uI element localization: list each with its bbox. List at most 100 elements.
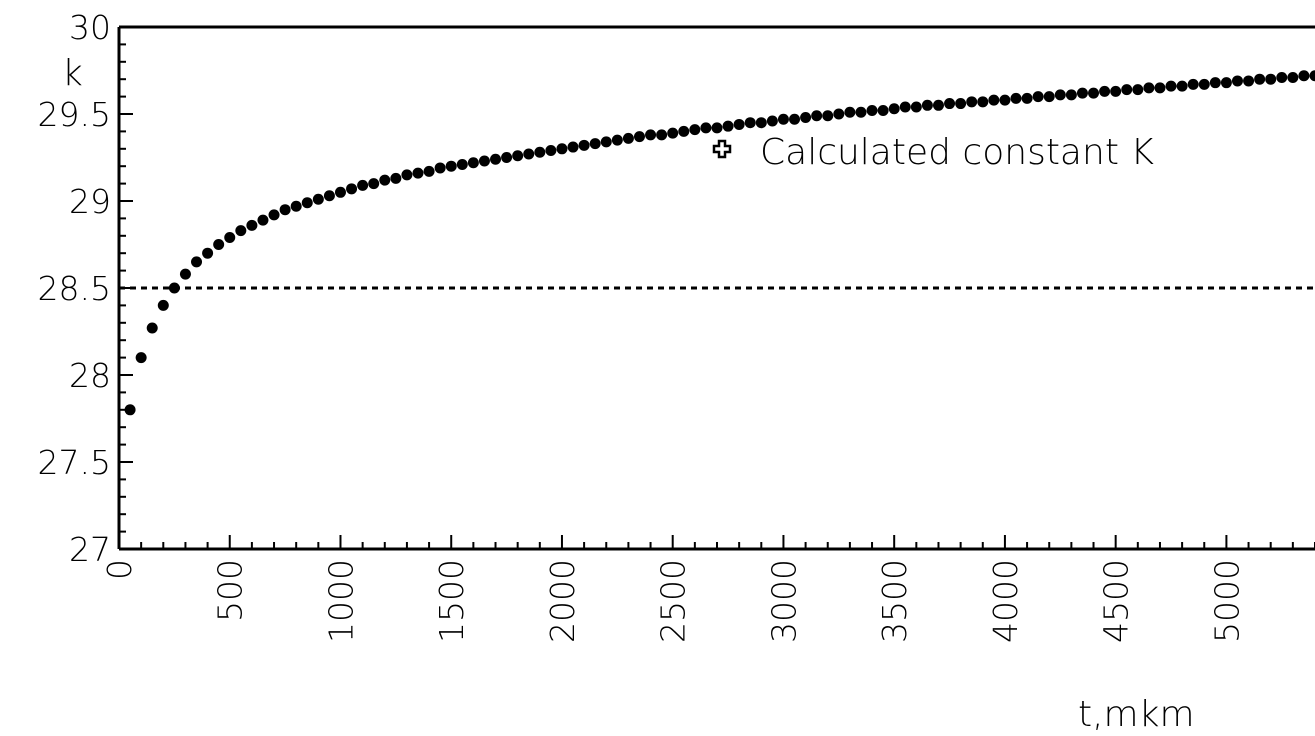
x-tick-label: 3000: [764, 559, 803, 643]
data-point: [1010, 92, 1022, 104]
data-point: [777, 113, 789, 125]
data-point: [988, 94, 1000, 106]
data-point: [124, 404, 136, 416]
data-point: [1065, 89, 1077, 101]
data-point: [966, 96, 978, 108]
legend-label: Calculated constant K: [760, 132, 1154, 173]
data-point: [755, 117, 767, 129]
data-point: [1043, 91, 1055, 103]
data-point: [179, 268, 191, 280]
data-point: [1265, 73, 1277, 85]
data-point: [1154, 82, 1166, 94]
data-point: [932, 99, 944, 111]
data-point: [833, 108, 845, 120]
data-point: [523, 148, 535, 160]
data-point: [146, 322, 158, 334]
data-point: [1121, 84, 1133, 96]
data-point: [1298, 70, 1310, 82]
data-point: [257, 214, 269, 226]
data-point: [246, 219, 258, 231]
data-point: [390, 172, 402, 184]
y-tick-label: 30: [69, 8, 111, 47]
data-point: [711, 122, 723, 134]
data-point: [1176, 80, 1188, 92]
x-tick-label: 0: [100, 559, 139, 580]
data-point: [1209, 77, 1221, 89]
data-point: [279, 204, 291, 216]
data-point: [556, 143, 568, 155]
data-point: [1276, 71, 1288, 83]
x-tick-label: 4000: [986, 559, 1025, 643]
data-point: [1243, 75, 1255, 87]
data-point: [268, 209, 280, 221]
data-point: [1088, 87, 1100, 99]
x-tick-label: 2000: [543, 559, 582, 643]
data-point: [412, 167, 424, 179]
data-points: [124, 70, 1315, 416]
data-point: [401, 169, 413, 181]
data-point: [1054, 89, 1066, 101]
data-point: [213, 239, 225, 250]
y-tick-label: 29.5: [38, 95, 111, 134]
tick-labels: 27 27.5 28 28.5 29 29.5 30 0 500 1000 1500 2000 2500…: [38, 8, 1247, 643]
data-point: [368, 178, 380, 190]
data-point: [379, 174, 391, 186]
data-point: [545, 145, 557, 157]
data-point: [456, 158, 468, 170]
data-point: [467, 157, 479, 169]
y-tick-label: 28.5: [38, 269, 111, 308]
data-point: [323, 190, 335, 202]
data-point: [999, 94, 1011, 106]
data-point: [689, 124, 701, 136]
data-point: [191, 256, 203, 268]
x-tick-label: 2500: [654, 559, 693, 643]
data-point: [700, 122, 712, 134]
data-point: [622, 132, 634, 144]
data-point: [357, 179, 369, 191]
data-point: [567, 141, 579, 153]
x-axis-title: t,mkm: [1078, 694, 1195, 735]
data-point: [224, 232, 236, 244]
data-point: [346, 183, 358, 195]
data-point: [501, 152, 513, 163]
data-point: [822, 110, 834, 122]
data-point: [667, 127, 679, 139]
data-point: [656, 129, 668, 141]
data-point: [600, 136, 612, 148]
data-point: [899, 101, 911, 113]
y-tick-label: 27: [69, 530, 111, 569]
data-point: [1287, 71, 1299, 83]
data-point: [811, 110, 823, 122]
data-point: [235, 225, 247, 237]
data-point: [888, 103, 900, 115]
data-point: [1220, 77, 1232, 89]
y-tick-label: 28: [69, 356, 111, 395]
data-point: [290, 200, 302, 212]
x-tick-label: 4500: [1097, 559, 1136, 643]
data-point: [168, 282, 180, 294]
axis-ticks: [118, 26, 1315, 550]
data-point: [1165, 80, 1177, 92]
data-point: [1143, 82, 1155, 94]
data-point: [944, 98, 956, 110]
data-point: [733, 118, 745, 130]
data-point: [434, 162, 446, 174]
x-tick-label: 3500: [875, 559, 914, 643]
data-point: [1099, 85, 1111, 97]
data-point: [589, 138, 601, 150]
data-point: [1198, 78, 1210, 90]
legend: Calculated constant K: [712, 132, 1154, 173]
y-tick-label: 27.5: [38, 443, 111, 482]
data-point: [1187, 78, 1199, 90]
x-tick-label: 500: [211, 559, 250, 622]
x-tick-label: 5000: [1207, 559, 1246, 643]
data-point: [633, 131, 645, 143]
data-point: [157, 299, 169, 311]
data-point: [202, 247, 214, 259]
data-point: [1110, 85, 1122, 97]
data-point: [423, 165, 435, 177]
data-point: [678, 125, 690, 137]
data-point: [312, 193, 324, 205]
data-point: [578, 139, 590, 151]
